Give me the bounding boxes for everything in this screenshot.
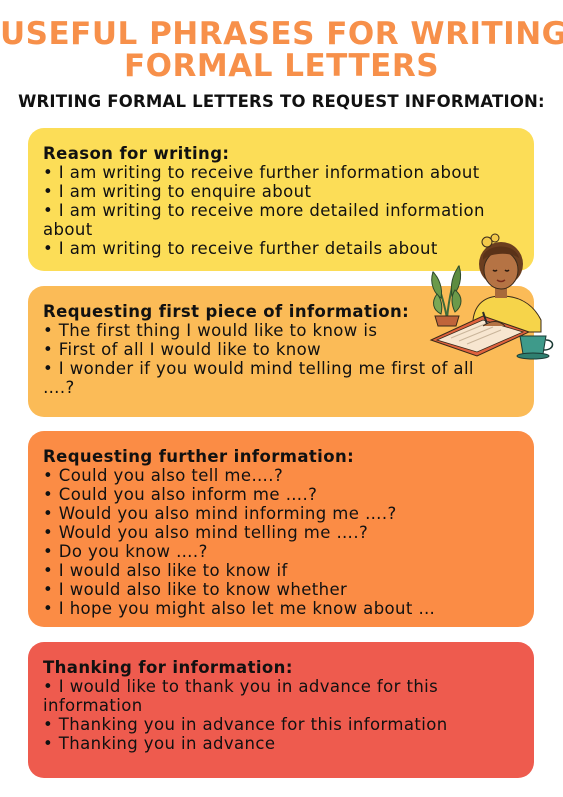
reason-for-writing-card: Reason for writing: I am writing to rece…: [28, 128, 534, 271]
list-item: Do you know ….?: [43, 542, 520, 561]
coffee-cup-icon: [516, 335, 554, 360]
page-subtitle: WRITING FORMAL LETTERS TO REQUEST INFORM…: [18, 92, 545, 111]
phrase-list: Could you also tell me….? Could you also…: [43, 466, 520, 618]
notebook-icon: [429, 311, 531, 357]
card-heading: Thanking for information:: [43, 658, 293, 677]
list-item: I would also like to know whether: [43, 580, 520, 599]
list-item: First of all I would like to know: [43, 340, 520, 359]
list-item: Would you also mind telling me ….?: [43, 523, 520, 542]
potted-plant-icon: [431, 264, 462, 327]
card-heading: Requesting further information:: [43, 447, 355, 466]
further-information-card: Requesting further information: Could yo…: [28, 431, 534, 627]
list-item: I am writing to enquire about: [43, 182, 520, 201]
thanking-card: Thanking for information: I would like t…: [28, 642, 534, 778]
list-item: I am writing to receive further informat…: [43, 163, 520, 182]
card-heading: Reason for writing:: [43, 144, 230, 163]
person-icon: [472, 233, 542, 333]
list-item: Could you also tell me….?: [43, 466, 520, 485]
list-item: Thanking you in advance: [43, 734, 520, 753]
card-heading: Requesting first piece of information:: [43, 302, 410, 321]
list-item: I wonder if you would mind telling me fi…: [43, 359, 520, 397]
phrase-list: I would like to thank you in advance for…: [43, 677, 520, 753]
phrase-list: I am writing to receive further informat…: [43, 163, 520, 258]
list-item: Would you also mind informing me ….?: [43, 504, 520, 523]
list-item: I hope you might also let me know about …: [43, 599, 520, 618]
person-writing-illustration: [429, 233, 554, 360]
page-title-line-2: FORMAL LETTERS: [123, 48, 440, 84]
list-item: The first thing I would like to know is: [43, 321, 520, 340]
list-item: I am writing to receive more detailed in…: [43, 201, 520, 239]
list-item: I am writing to receive further details …: [43, 239, 520, 258]
first-information-card: Requesting first piece of information: T…: [28, 286, 534, 417]
page-title: USEFUL PHRASES FOR WRITING FORMAL LETTER…: [0, 18, 563, 82]
phrase-list: The first thing I would like to know is …: [43, 321, 520, 397]
list-item: Could you also inform me ….?: [43, 485, 520, 504]
list-item: Thanking you in advance for this informa…: [43, 715, 520, 734]
list-item: I would also like to know if: [43, 561, 520, 580]
list-item: I would like to thank you in advance for…: [43, 677, 520, 715]
page-title-line-1: USEFUL PHRASES FOR WRITING: [0, 16, 563, 52]
